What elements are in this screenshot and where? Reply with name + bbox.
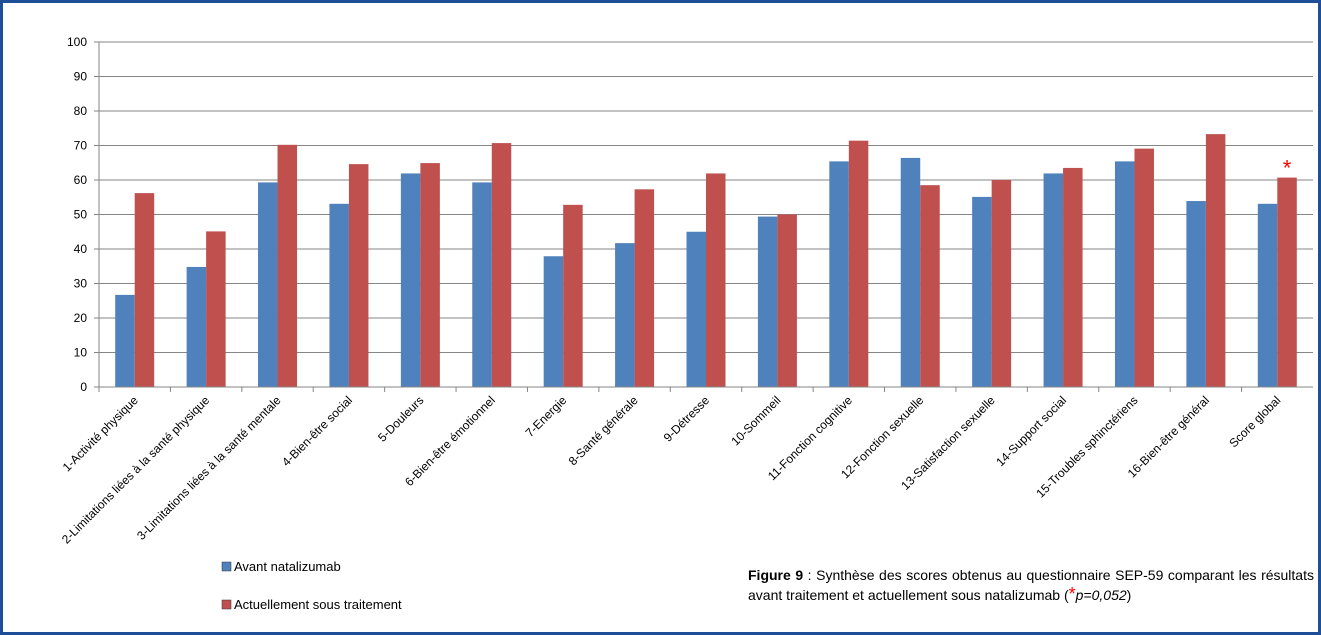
bar [829,161,849,387]
bar [472,182,492,387]
x-tick-label: 1-Activité physique [60,393,141,474]
x-tick-label: 2-Limitations liées à la santé physique [59,393,213,547]
bar [348,164,369,387]
x-tick-label: 9-Détresse [661,393,713,445]
x-tick-label: Score global [1226,393,1283,450]
bar [1043,173,1064,387]
bar [848,140,869,387]
bar [186,266,207,387]
bar [329,203,349,387]
bar [706,173,726,387]
bar [1257,203,1278,387]
x-tick-label: 14-Support social [993,393,1069,469]
y-tick-label: 80 [74,104,88,118]
y-tick-label: 40 [74,242,88,256]
x-tick-label: 5-Douleurs [375,393,426,444]
bar [1186,201,1206,387]
x-tick-label: 7-Energie [523,393,570,440]
y-tick-label: 60 [74,173,88,187]
bar [1134,148,1154,387]
y-tick-label: 20 [74,311,88,325]
x-tick-label: 10-Sommeil [728,393,783,448]
bar [920,185,940,387]
x-tick-label: 4-Bien-être social [279,393,355,469]
bar [543,256,564,387]
y-tick-label: 70 [74,139,88,153]
y-tick-label: 100 [67,35,87,49]
x-tick-label: 16-Bien-être général [1125,393,1212,480]
bar [686,231,706,387]
caption-close: ) [1126,587,1132,603]
caption-pvalue: p=0,052 [1075,587,1127,603]
bar [115,294,135,387]
y-tick-label: 10 [74,346,88,360]
bar [757,216,778,387]
bar [615,243,635,387]
bar [634,189,655,387]
bar [1205,134,1226,387]
bar [134,193,155,387]
legend-label: Actuellement sous traitement [234,597,402,612]
y-tick-label: 30 [74,277,88,291]
caption-mark: * [1068,584,1076,604]
caption-text: : Synthèse des scores obtenus au questio… [748,567,1314,603]
bar [1277,177,1297,387]
legend-label: Avant natalizumab [234,559,341,574]
y-tick-label: 90 [74,70,88,84]
bar [563,204,583,387]
caption: Figure 9 : Synthèse des scores obtenus a… [748,566,1314,605]
bar [400,173,421,387]
bar [972,196,992,387]
bar [258,182,278,387]
x-tick-label: 3-Limitations liées à la santé mentale [134,393,284,543]
bar [1114,161,1135,387]
caption-label: Figure 9 [748,567,804,583]
annotation: * [1283,156,1292,181]
legend-swatch [221,599,232,610]
bar [991,180,1012,387]
x-tick-label: 8-Santé générale [566,393,641,468]
bar [1063,167,1083,387]
y-tick-label: 50 [74,208,88,222]
bar [206,231,226,387]
bar [777,214,797,387]
y-tick-label: 0 [80,380,87,394]
bar [491,143,512,387]
bar [420,163,440,387]
legend-swatch [221,561,232,572]
bar [277,144,298,387]
bar [900,157,921,387]
